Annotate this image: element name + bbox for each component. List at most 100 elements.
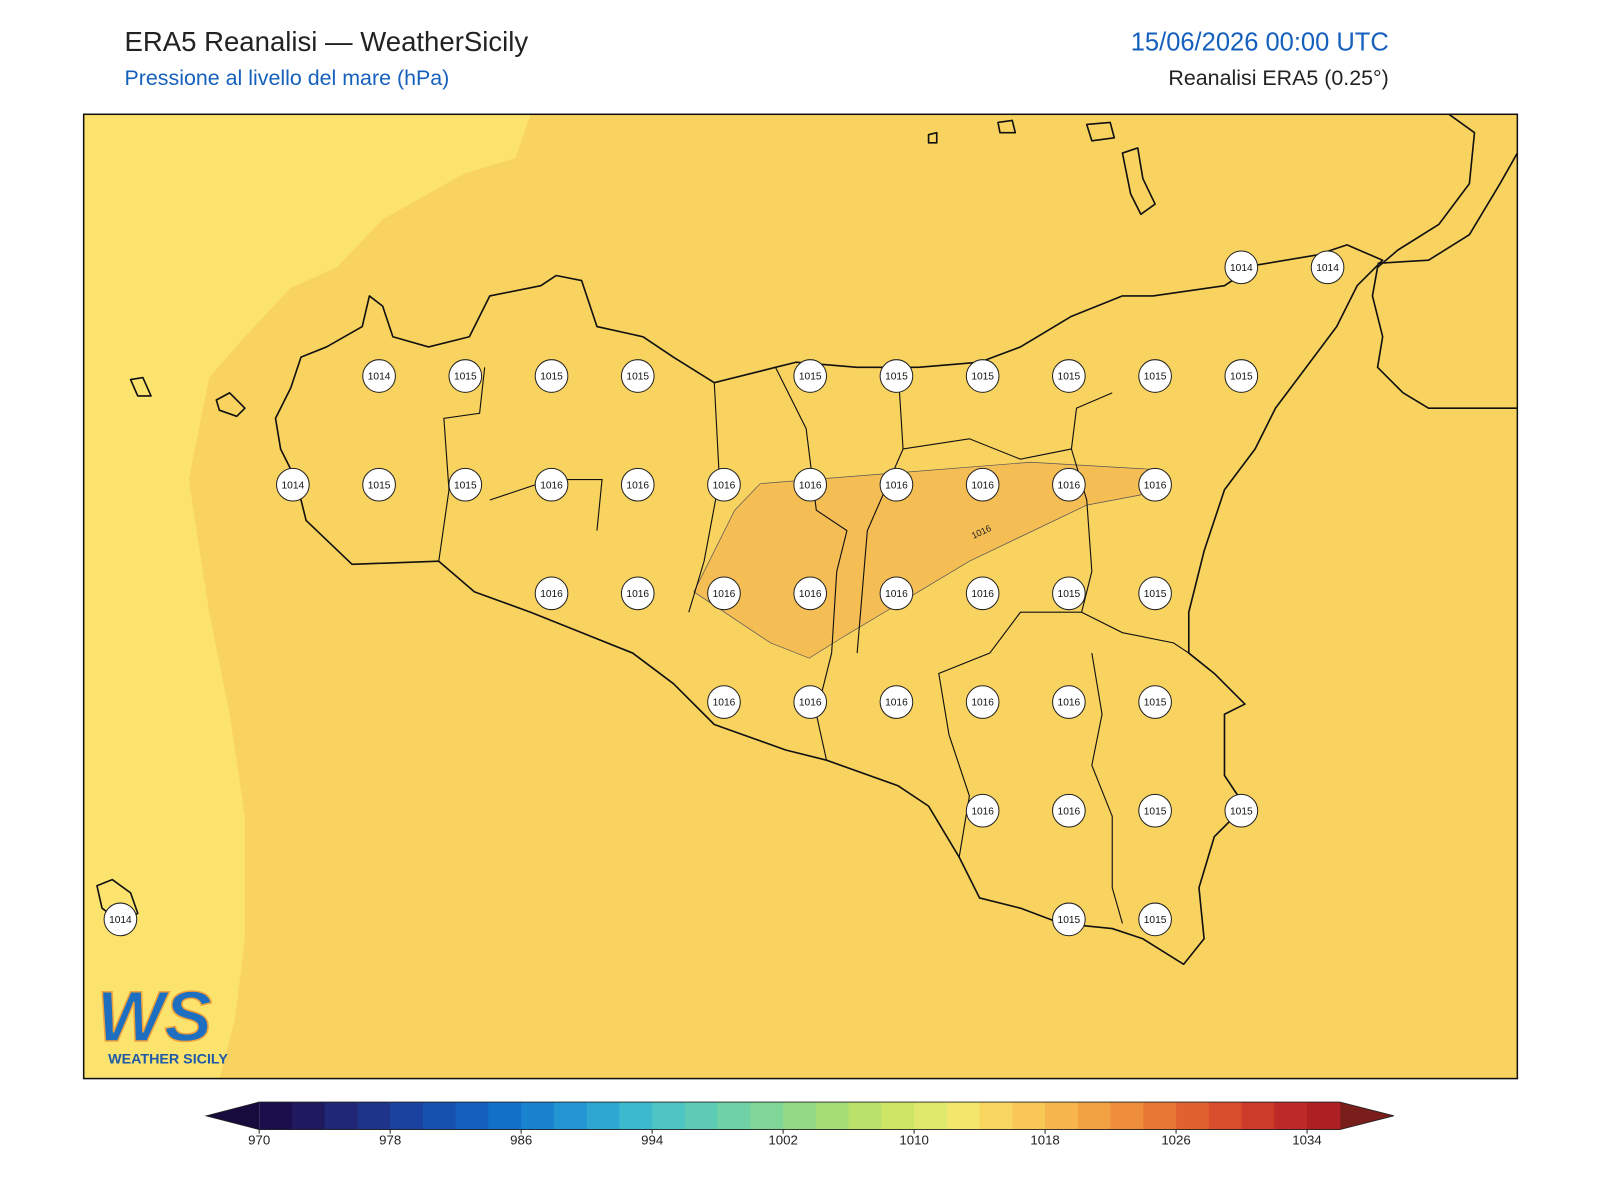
station: 1016: [793, 576, 828, 611]
station-value: 1016: [1058, 806, 1081, 817]
station: 1016: [534, 576, 569, 611]
colorbar-bin: [783, 1102, 817, 1130]
colorbar-bin: [717, 1102, 751, 1130]
colorbar-tick-label: 1010: [899, 1132, 928, 1147]
station-marker: [707, 576, 741, 611]
colorbar-bin: [881, 1102, 915, 1130]
colorbar-tick-label: 1018: [1030, 1132, 1059, 1147]
colorbar-tick-label: 978: [379, 1132, 401, 1147]
station: 1016: [879, 576, 914, 611]
station: 1015: [448, 359, 483, 393]
station-value: 1016: [713, 589, 736, 600]
map-frame: [82, 113, 1519, 1080]
colorbar-bin: [946, 1102, 981, 1130]
station-marker: [1052, 576, 1086, 611]
station: 1015: [965, 359, 1000, 393]
station-value: 1016: [885, 589, 908, 600]
station: 1015: [448, 467, 483, 502]
station-marker: [965, 576, 1000, 611]
station-marker: [965, 467, 1000, 502]
colorbar-tick-label: 994: [641, 1132, 663, 1147]
station-value: 1014: [282, 480, 305, 491]
station-marker: [879, 576, 914, 611]
station-value: 1015: [1058, 915, 1081, 926]
colorbar-bin: [619, 1102, 653, 1130]
station: 1015: [362, 467, 396, 502]
station-value: 1014: [1316, 263, 1339, 274]
colorbar-bin: [848, 1102, 882, 1130]
logo-mark: WS: [97, 977, 212, 1057]
station: 1015: [1138, 576, 1172, 611]
station-marker: [620, 576, 655, 611]
mainland-coast: [1371, 114, 1518, 409]
colorbar-bin: [1143, 1102, 1177, 1130]
station-marker: [1138, 467, 1172, 502]
colorbar-bin: [390, 1102, 424, 1130]
colorbar-bin: [586, 1102, 620, 1130]
logo: WS WEATHER SICILY: [96, 976, 228, 1067]
station-marker: [1310, 250, 1345, 285]
station-value: 1015: [540, 372, 563, 383]
station: 1016: [1052, 467, 1086, 502]
station-value: 1016: [713, 480, 736, 491]
station-value: 1016: [626, 480, 649, 491]
station-value: 1015: [971, 372, 994, 383]
colorbar-bin: [488, 1102, 522, 1130]
station-marker: [1138, 685, 1172, 719]
station-value: 1016: [799, 698, 822, 709]
map: 1016 1014 1014 1014 1015 1015 1015 1015 1015 101…: [82, 113, 1519, 1080]
colorbar-over: [1339, 1102, 1394, 1130]
station: 1016: [1052, 793, 1086, 828]
station-marker: [1224, 359, 1259, 393]
colorbar-bin: [1012, 1102, 1046, 1130]
station: 1016: [965, 467, 1000, 502]
station-value: 1014: [109, 915, 132, 926]
station-marker: [534, 576, 569, 611]
station-marker: [448, 467, 483, 502]
station-marker: [879, 685, 914, 719]
station-marker: [793, 359, 828, 393]
station-value: 1015: [1058, 589, 1081, 600]
colorbar-bin: [914, 1102, 948, 1130]
colorbar-tick-label: 1026: [1161, 1132, 1190, 1147]
station-value: 1015: [368, 480, 391, 491]
station: 1015: [1138, 793, 1172, 828]
station: 1015: [1224, 359, 1259, 393]
station-value: 1016: [971, 589, 994, 600]
station: 1016: [1138, 467, 1172, 502]
colorbar-tick-label: 970: [248, 1132, 270, 1147]
station-marker: [1224, 250, 1259, 285]
station-marker: [448, 359, 483, 393]
station-value: 1015: [1058, 372, 1081, 383]
station-value: 1015: [1144, 915, 1167, 926]
station-value: 1015: [1230, 372, 1253, 383]
station-value: 1016: [971, 698, 994, 709]
station-marker: [534, 359, 569, 393]
colorbar-bin: [652, 1102, 686, 1130]
station: 1015: [1138, 685, 1172, 719]
station-marker: [362, 359, 396, 393]
station-value: 1016: [540, 589, 563, 600]
station-marker: [1138, 576, 1172, 611]
colorbar-bin: [1208, 1102, 1243, 1130]
datetime: 15/06/2026 00:00 UTC: [1131, 29, 1389, 57]
station-value: 1015: [1144, 698, 1167, 709]
station: 1016: [793, 467, 828, 502]
colorbar-bin: [259, 1102, 293, 1130]
station: 1015: [1052, 359, 1086, 393]
station-marker: [965, 793, 1000, 828]
station-marker: [879, 467, 914, 502]
station: 1016: [707, 685, 741, 719]
colorbar-bin: [979, 1102, 1013, 1130]
station-marker: [276, 467, 310, 502]
colorbar-bin: [553, 1102, 588, 1130]
station-value: 1016: [540, 480, 563, 491]
station-marker: [1052, 467, 1086, 502]
station-marker: [793, 467, 828, 502]
station: 1015: [620, 359, 655, 393]
station: 1015: [534, 359, 569, 393]
station-value: 1015: [1230, 806, 1253, 817]
station-value: 1015: [1144, 806, 1167, 817]
station-value: 1016: [885, 480, 908, 491]
station: 1016: [620, 576, 655, 611]
